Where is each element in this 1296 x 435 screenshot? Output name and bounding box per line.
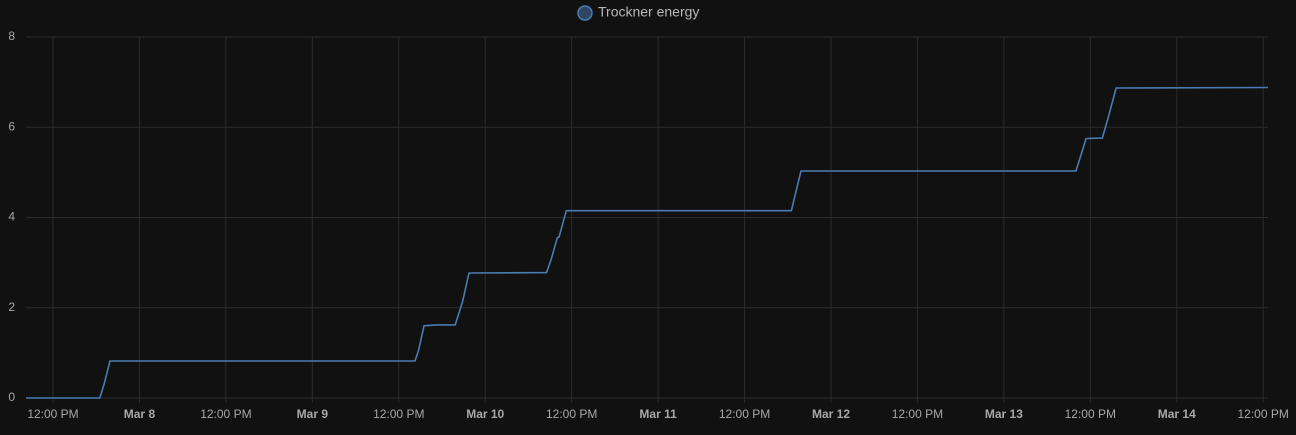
x-tick-label: Mar 11 [639, 407, 677, 421]
x-tick-label: 12:00 PM [719, 407, 770, 421]
x-tick-label: Mar 14 [1158, 407, 1196, 421]
x-tick-label: Mar 10 [466, 407, 504, 421]
x-tick-label: 12:00 PM [546, 407, 597, 421]
data-line [26, 86, 1269, 399]
x-tick-label: Mar 12 [812, 407, 850, 421]
y-tick-label: 8 [8, 29, 15, 43]
x-tick-label: 12:00 PM [1065, 407, 1116, 421]
x-tick-label: Mar 8 [124, 407, 156, 421]
x-tick-label: Mar 13 [985, 407, 1023, 421]
x-tick-label: 12:00 PM [892, 407, 943, 421]
y-tick-label: 2 [8, 300, 15, 314]
legend-text: Trockner energy [598, 4, 699, 20]
y-tick-label: 6 [8, 119, 15, 133]
x-tick-label: 12:00 PM [27, 407, 78, 421]
y-tick-label: 0 [8, 390, 15, 404]
x-tick-label: 12:00 PM [373, 407, 424, 421]
x-tick-label: 12:00 PM [1238, 407, 1289, 421]
y-tick-label: 4 [8, 210, 15, 224]
legend-marker [577, 5, 593, 21]
x-tick-label: Mar 9 [297, 407, 329, 421]
x-tick-label: 12:00 PM [200, 407, 251, 421]
